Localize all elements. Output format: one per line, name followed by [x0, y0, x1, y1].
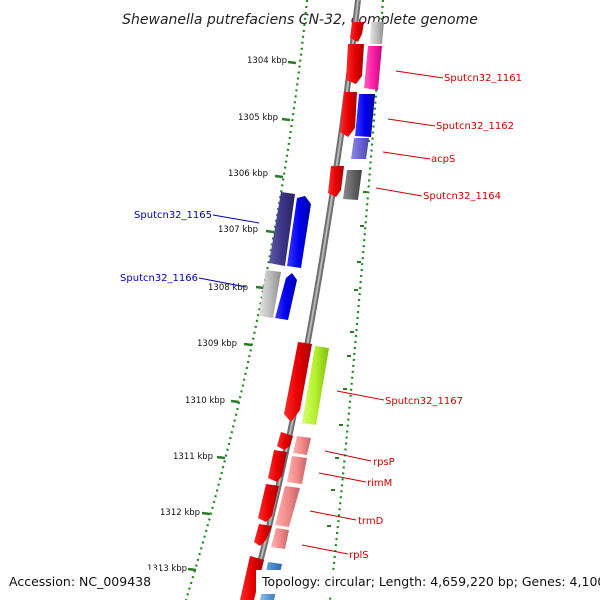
gene-label-sputcn32-1162[interactable]: Sputcn32_1162	[436, 121, 514, 132]
map-title: Shewanella putrefaciens CN-32, complete …	[122, 12, 478, 28]
kbp-label-1308: 1308 kbp	[208, 283, 248, 293]
kbp-label-1304: 1304 kbp	[247, 56, 287, 66]
kbp-label-1309: 1309 kbp	[197, 339, 237, 349]
reverse-strand-features	[259, 192, 311, 320]
gene-block-rimm	[287, 456, 307, 484]
topology-backdrop	[256, 570, 598, 594]
gene-arrow-top-gray	[370, 22, 384, 44]
inner-major-ticks	[187, 60, 297, 572]
kbp-label-1306: 1306 kbp	[228, 169, 268, 179]
gene-arrow-rpsp-red	[277, 432, 293, 450]
gene-arrow-rpls-red	[254, 524, 272, 546]
gene-arrow-top-red	[350, 22, 364, 42]
gene-label-acps[interactable]: acpS	[431, 154, 455, 165]
gene-label-sputcn32-1161[interactable]: Sputcn32_1161	[444, 73, 522, 84]
gene-label-rimm[interactable]: rimM	[367, 478, 392, 489]
gene-arrow-1167a-red	[284, 342, 312, 422]
gene-label-trmd[interactable]: trmD	[358, 516, 384, 527]
accession-text: Accession: NC_009438	[9, 574, 151, 589]
gene-block-sputcn32-1165	[269, 192, 295, 266]
gene-block-sputcn32-1161	[364, 46, 382, 90]
kbp-label-1311: 1311 kbp	[173, 452, 213, 462]
gene-label-sputcn32-1167[interactable]: Sputcn32_1167	[385, 396, 463, 407]
gene-arrow-1166-blue	[275, 273, 297, 320]
kbp-label-1312: 1312 kbp	[160, 508, 200, 518]
gene-label-rpls[interactable]: rplS	[349, 550, 369, 561]
accession-backdrop	[0, 570, 160, 594]
gene-label-sputcn32-1165[interactable]: Sputcn32_1165	[134, 210, 212, 221]
gene-block-sputcn32-1167	[302, 346, 329, 425]
outer-minor-ticks	[327, 47, 375, 527]
gene-block-sputcn32-1162	[355, 94, 375, 137]
gene-arrow-rimm-red	[268, 450, 287, 482]
gene-label-sputcn32-1164[interactable]: Sputcn32_1164	[423, 191, 501, 202]
gene-block-acps	[351, 138, 369, 159]
gene-labels: Sputcn32_1161 Sputcn32_1162 acpS Sputcn3…	[120, 73, 522, 561]
gene-label-sputcn32-1166[interactable]: Sputcn32_1166	[120, 273, 198, 284]
gene-arrow-1165-blue	[287, 196, 311, 268]
gene-arrow-1162a-red	[340, 92, 357, 137]
kbp-label-1307: 1307 kbp	[218, 225, 258, 235]
gene-block-sputcn32-1166	[259, 270, 281, 318]
kbp-label-1305: 1305 kbp	[238, 113, 278, 123]
gene-arrow-1160-red	[346, 44, 364, 84]
label-leader-lines	[198, 70, 444, 555]
gene-block-trmd	[275, 486, 300, 527]
gene-block-rpsp	[293, 436, 311, 455]
gene-block-sputcn32-1164	[343, 170, 362, 200]
kbp-label-1310: 1310 kbp	[185, 396, 225, 406]
gene-block-rpls	[271, 528, 289, 549]
kbp-label-1313: 1313 kbp	[147, 564, 187, 574]
gene-label-rpsp[interactable]: rpsP	[373, 457, 395, 468]
gene-arrow-bottom-red	[240, 556, 264, 600]
outer-tick-track	[328, 0, 385, 600]
kbp-labels: 1304 kbp 1305 kbp 1306 kbp 1307 kbp 1308…	[147, 56, 287, 574]
topology-text: Topology: circular; Length: 4,659,220 bp…	[261, 574, 600, 589]
gene-arrow-1164a-red	[328, 166, 344, 197]
gene-arrow-trmd-red	[258, 484, 279, 522]
